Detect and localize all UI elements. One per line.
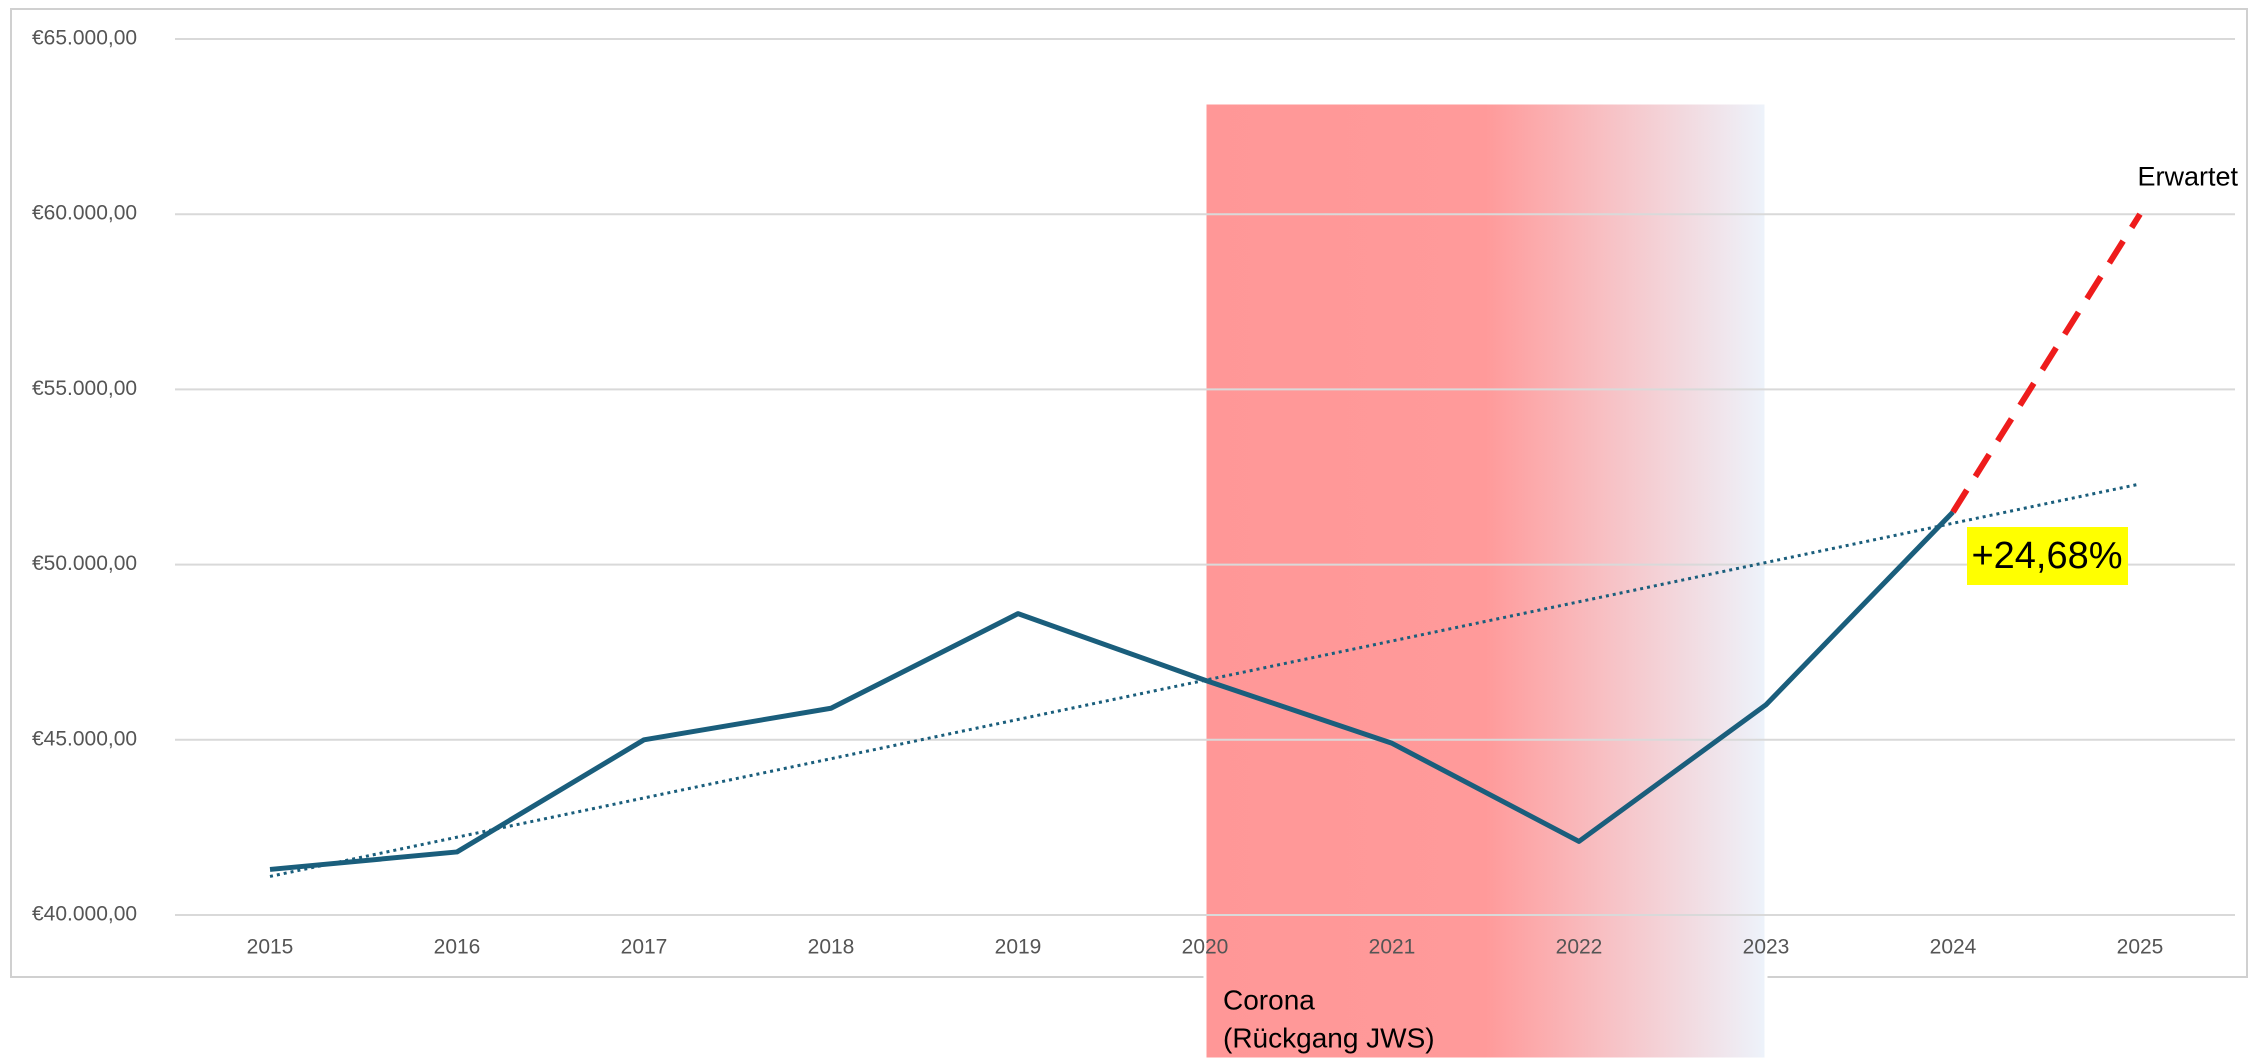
x-tick-label: 2017 — [621, 936, 668, 959]
growth-label: +24,68% — [1971, 535, 2122, 577]
chart-frame — [10, 8, 2248, 978]
y-tick-label: €40.000,00 — [32, 903, 137, 926]
x-tick-label: 2019 — [995, 936, 1042, 959]
x-tick-label: 2023 — [1743, 936, 1790, 959]
growth-highlight — [1967, 527, 2128, 585]
y-tick-label: €55.000,00 — [32, 377, 137, 400]
corona-band — [1203, 101, 1768, 1059]
x-tick-label: 2016 — [434, 936, 481, 959]
y-tick-label: €65.000,00 — [32, 27, 137, 50]
y-tick-label: €50.000,00 — [32, 552, 137, 575]
x-tick-label: 2025 — [2117, 936, 2164, 959]
revenue-line — [269, 510, 1955, 872]
corona-label: Corona — [1223, 984, 1315, 1015]
series-label: Erwartet — [2137, 161, 2238, 191]
x-tick-label: 2022 — [1556, 936, 1603, 959]
x-tick-label: 2018 — [808, 936, 855, 959]
corona-label: (Rückgang JWS) — [1223, 1022, 1435, 1053]
x-tick-label: 2021 — [1369, 936, 1416, 959]
y-tick-label: €60.000,00 — [32, 202, 137, 225]
x-tick-label: 2015 — [247, 936, 294, 959]
x-tick-label: 2024 — [1930, 936, 1977, 959]
x-tick-label: 2020 — [1182, 936, 1229, 959]
expected-line — [1950, 212, 2143, 514]
y-tick-label: €45.000,00 — [32, 727, 137, 750]
